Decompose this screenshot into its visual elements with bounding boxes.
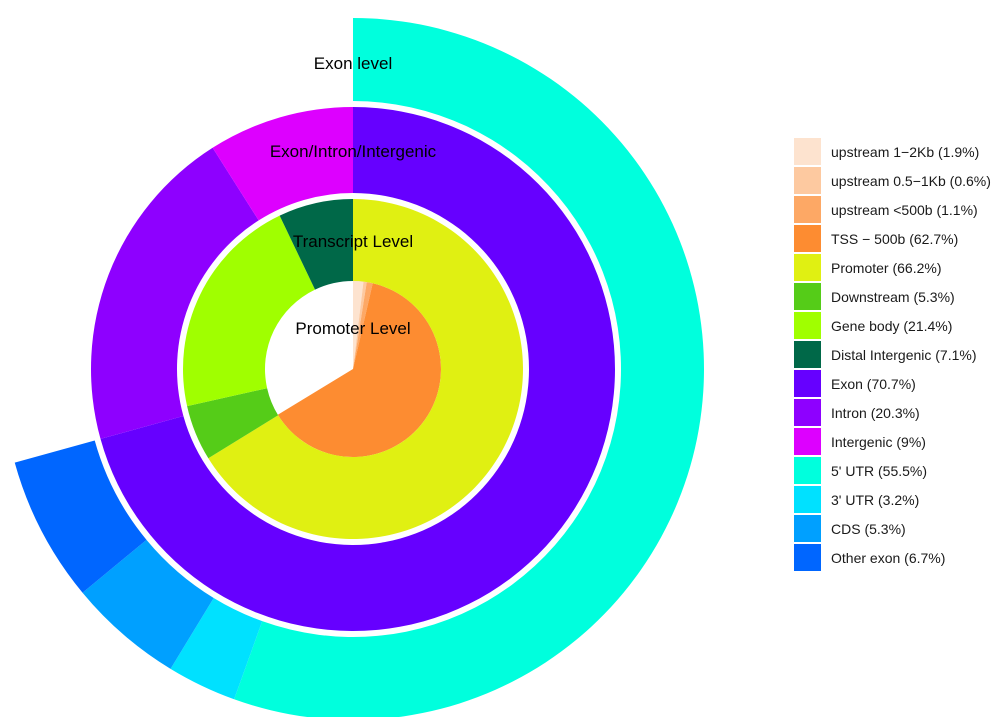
legend-swatch (794, 283, 821, 310)
legend-swatch (794, 515, 821, 542)
segment-gene-body (182, 215, 316, 407)
ring-exon-intron-intergenic (90, 107, 615, 632)
legend-item: Intergenic (9%) (794, 427, 1000, 456)
legend-item: Distal Intergenic (7.1%) (794, 340, 1000, 369)
ring-label-exon-intron-intergenic: Exon/Intron/Intergenic (270, 142, 437, 161)
legend-swatch (794, 457, 821, 484)
segment-downstream (187, 388, 279, 459)
ring-exon-level (14, 18, 704, 717)
legend-label: Exon (70.7%) (831, 375, 916, 392)
legend-label: Intergenic (9%) (831, 433, 926, 450)
segment-3-utr (170, 597, 263, 700)
legend-swatch (794, 225, 821, 252)
legend: upstream 1−2Kb (1.9%) upstream 0.5−1Kb (0… (794, 137, 1000, 572)
legend-item: upstream 0.5−1Kb (0.6%) (794, 166, 1000, 195)
legend-label: Downstream (5.3%) (831, 288, 955, 305)
legend-label: upstream 1−2Kb (1.9%) (831, 143, 980, 160)
legend-label: CDS (5.3%) (831, 520, 906, 537)
legend-swatch (794, 312, 821, 339)
legend-label: TSS − 500b (62.7%) (831, 230, 959, 247)
legend-label: Intron (20.3%) (831, 404, 920, 421)
legend-swatch (794, 399, 821, 426)
legend-item: Other exon (6.7%) (794, 543, 1000, 572)
ring-label-promoter-level: Promoter Level (295, 319, 410, 338)
legend-item: CDS (5.3%) (794, 514, 1000, 543)
ring-label-transcript-level: Transcript Level (293, 232, 413, 251)
legend-swatch (794, 138, 821, 165)
legend-label: Promoter (66.2%) (831, 259, 942, 276)
legend-swatch (794, 167, 821, 194)
segment-5-utr (234, 18, 704, 717)
segment-tss-500b (277, 283, 441, 458)
segment-upstream-1-2kb (353, 281, 364, 369)
ring-transcript-level (182, 199, 523, 540)
legend-label: 5' UTR (55.5%) (831, 462, 928, 479)
segment-other-exon (14, 440, 147, 593)
legend-label: upstream <500b (1.1%) (831, 201, 978, 218)
legend-label: Gene body (21.4%) (831, 317, 953, 334)
ring-label-exon-level: Exon level (314, 54, 392, 73)
segment-exon (100, 107, 615, 632)
legend-item: Gene body (21.4%) (794, 311, 1000, 340)
legend-item: Exon (70.7%) (794, 369, 1000, 398)
legend-item: Intron (20.3%) (794, 398, 1000, 427)
legend-swatch (794, 254, 821, 281)
legend-swatch (794, 544, 821, 571)
legend-label: upstream 0.5−1Kb (0.6%) (831, 172, 991, 189)
legend-item: 5' UTR (55.5%) (794, 456, 1000, 485)
segment-distal-intergenic (279, 199, 353, 290)
legend-swatch (794, 486, 821, 513)
legend-label: Distal Intergenic (7.1%) (831, 346, 977, 363)
legend-label: 3' UTR (3.2%) (831, 491, 920, 508)
legend-item: 3' UTR (3.2%) (794, 485, 1000, 514)
segment-cds (82, 539, 214, 669)
legend-swatch (794, 196, 821, 223)
legend-swatch (794, 370, 821, 397)
segment-intergenic (212, 107, 353, 221)
legend-item: Promoter (66.2%) (794, 253, 1000, 282)
legend-item: upstream 1−2Kb (1.9%) (794, 137, 1000, 166)
ring-promoter-level (277, 281, 441, 458)
segment-upstream-500b (353, 282, 373, 369)
legend-swatch (794, 428, 821, 455)
legend-item: upstream <500b (1.1%) (794, 195, 1000, 224)
legend-swatch (794, 341, 821, 368)
legend-label: Other exon (6.7%) (831, 549, 946, 566)
legend-item: Downstream (5.3%) (794, 282, 1000, 311)
segment-promoter (208, 199, 523, 540)
legend-item: TSS − 500b (62.7%) (794, 224, 1000, 253)
segment-upstream-0-5-1kb (353, 281, 367, 369)
sunburst-svg: Promoter Level Transcript Level Exon/Intro… (14, 18, 704, 717)
segment-intron (90, 147, 259, 439)
